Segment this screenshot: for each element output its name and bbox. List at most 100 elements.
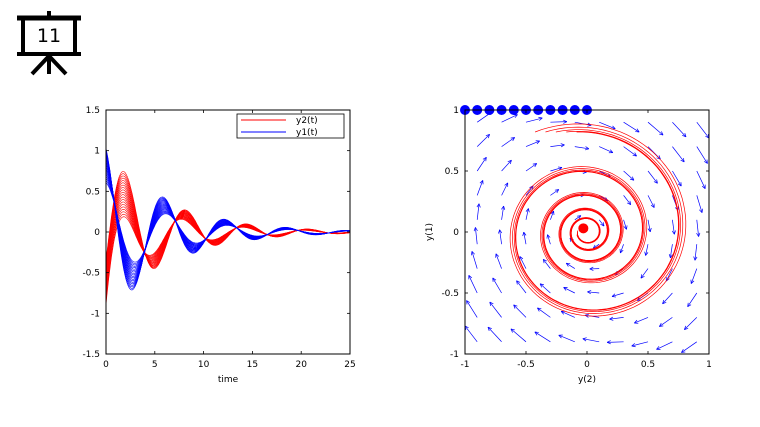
field-arrowhead — [563, 119, 568, 124]
field-arrowhead — [495, 253, 500, 258]
field-arrow — [670, 244, 673, 259]
series-line-y2(t) — [105, 171, 351, 269]
trajectory-line — [513, 129, 681, 312]
field-arrowhead — [690, 279, 695, 284]
field-arrowhead — [631, 343, 636, 348]
x-tick-label-2: -1 — [461, 360, 470, 370]
trajectory-line — [515, 131, 680, 311]
field-arrowhead — [693, 256, 698, 261]
field-arrow — [611, 292, 624, 297]
x-tick-label-2: 1 — [706, 360, 712, 370]
field-arrow — [665, 268, 673, 282]
y-axis-label-2: y(1) — [425, 223, 435, 241]
field-arrowhead — [609, 316, 614, 321]
plot2-axes: -1 -0.5 0 0.5 1 -1 -0.5 0 0.5 1 — [441, 106, 711, 370]
field-arrow — [587, 291, 600, 294]
time-series-lines — [105, 147, 351, 306]
field-arrow — [592, 243, 600, 249]
slide-number-badge: 11 — [14, 10, 84, 78]
field-arrow — [501, 182, 509, 196]
field-arrow — [513, 304, 527, 318]
field-arrow — [475, 227, 478, 245]
field-arrow — [476, 203, 480, 220]
field-arrow — [550, 210, 554, 220]
field-arrowhead — [513, 304, 518, 309]
field-arrowhead — [466, 300, 471, 305]
field-arrow — [550, 121, 567, 123]
field-arrowhead — [682, 132, 687, 138]
field-arrow — [487, 326, 502, 343]
field-arrow — [656, 341, 673, 350]
field-arrow — [662, 292, 673, 305]
field-arrowhead — [537, 307, 542, 312]
field-arrow — [476, 157, 487, 172]
field-arrowhead — [629, 176, 635, 181]
field-arrowhead — [606, 340, 611, 345]
field-arrowhead — [699, 208, 703, 213]
field-arrowhead — [600, 222, 605, 227]
field-arrowhead — [671, 230, 676, 235]
field-arrowhead — [650, 203, 655, 208]
y-tick-label: 0 — [94, 228, 100, 238]
y-tick-label-2: 0 — [453, 228, 459, 238]
field-arrow — [696, 170, 706, 189]
field-arrowhead — [538, 116, 543, 121]
x-tick-label: 10 — [198, 360, 210, 370]
field-arrow — [525, 117, 543, 123]
y-tick-label: 0.5 — [86, 187, 100, 197]
x-axis-label-2: y(2) — [578, 375, 596, 385]
x-tick-label-2: -0.5 — [517, 360, 535, 370]
field-arrow — [582, 338, 600, 343]
field-arrow — [501, 114, 518, 123]
field-arrowhead — [550, 210, 555, 216]
field-arrow — [489, 301, 502, 318]
field-arrowhead — [563, 287, 568, 291]
field-arrow — [574, 215, 582, 221]
field-arrowhead — [525, 208, 530, 213]
field-arrow — [525, 163, 537, 172]
field-arrowhead — [554, 189, 560, 194]
field-arrow — [623, 121, 640, 133]
field-arrowhead — [644, 251, 649, 256]
field-arrowhead — [619, 248, 624, 254]
field-arrowhead — [668, 254, 673, 259]
field-arrowhead — [539, 283, 545, 288]
field-arrowhead — [632, 152, 637, 157]
legend-label-y2: y2(t) — [296, 116, 318, 126]
field-arrowhead — [468, 275, 473, 280]
field-arrowhead — [608, 149, 614, 154]
field-arrow — [525, 208, 529, 220]
field-arrow — [684, 317, 698, 330]
field-arrowhead — [684, 325, 689, 330]
y-tick-label-2: -0.5 — [441, 289, 459, 299]
field-arrowhead — [535, 140, 540, 145]
field-arrow — [468, 275, 478, 294]
field-arrow — [519, 256, 527, 269]
field-arrowhead — [498, 229, 503, 234]
field-arrow — [525, 140, 540, 147]
field-arrowhead — [485, 134, 490, 139]
y-tick-label: -1 — [91, 309, 100, 319]
field-arrow — [464, 325, 478, 343]
field-arrow — [558, 334, 575, 343]
field-arrowhead — [611, 293, 617, 298]
field-arrow — [659, 317, 673, 327]
field-arrow — [672, 121, 687, 138]
field-arrowhead — [681, 348, 686, 353]
field-arrow — [623, 195, 632, 205]
field-arrowhead — [584, 146, 590, 151]
field-arrow — [645, 244, 649, 256]
field-arrowhead — [534, 331, 539, 336]
field-arrow — [599, 146, 613, 153]
field-arrowhead — [634, 319, 639, 324]
field-arrow — [696, 146, 708, 164]
field-arrow — [598, 219, 605, 227]
series-line-y1(t) — [105, 147, 351, 291]
field-arrow — [607, 341, 624, 343]
equilibrium-point — [578, 223, 589, 234]
field-arrow — [687, 292, 698, 307]
slide-number: 11 — [36, 25, 62, 47]
field-arrow — [672, 170, 682, 187]
field-arrow — [672, 146, 685, 163]
field-arrow — [640, 268, 649, 279]
